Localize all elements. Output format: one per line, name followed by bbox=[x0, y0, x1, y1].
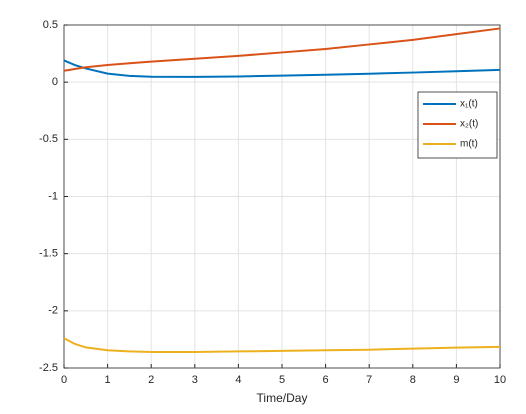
x-tick-label: 1 bbox=[105, 374, 111, 386]
legend: x₁(t) x₂(t) m(t) bbox=[417, 91, 498, 159]
x-tick-label: 10 bbox=[494, 374, 506, 386]
x-tick-label: 9 bbox=[453, 374, 459, 386]
y-tick-label: -2.5 bbox=[39, 362, 58, 374]
y-tick-label: -2 bbox=[48, 305, 58, 317]
y-tick-label: 0 bbox=[52, 76, 58, 88]
legend-label: x₂(t) bbox=[460, 119, 478, 130]
x-tick-label: 2 bbox=[148, 374, 154, 386]
axes-box bbox=[63, 24, 501, 369]
y-tick-label: -0.5 bbox=[39, 133, 58, 145]
legend-label: x₁(t) bbox=[460, 99, 478, 110]
x-tick-label: 7 bbox=[366, 374, 372, 386]
x-tick-label: 8 bbox=[410, 374, 416, 386]
x-tick-label: 5 bbox=[279, 374, 285, 386]
series-line bbox=[63, 337, 501, 353]
x-tick-label: 0 bbox=[61, 374, 67, 386]
x-axis-label: Time/Day bbox=[257, 391, 308, 405]
legend-label: m(t) bbox=[460, 139, 478, 150]
y-tick-label: -1.5 bbox=[39, 248, 58, 260]
y-tick-label: -1 bbox=[48, 190, 58, 202]
x-tick-label: 3 bbox=[192, 374, 198, 386]
series-line bbox=[63, 27, 501, 72]
series-line bbox=[63, 59, 501, 78]
y-tick-label: 0.5 bbox=[43, 19, 58, 31]
x-tick-label: 6 bbox=[323, 374, 329, 386]
x-tick-label: 4 bbox=[235, 374, 241, 386]
